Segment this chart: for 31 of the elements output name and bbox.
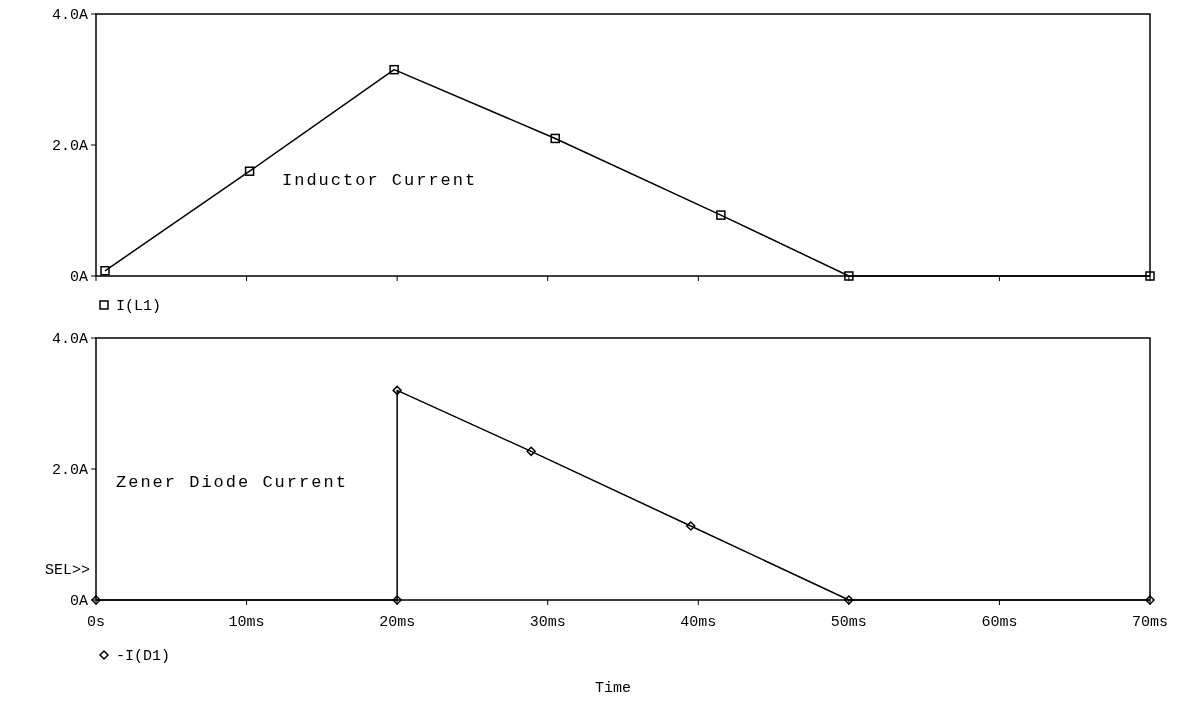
point <box>392 595 402 605</box>
x-tick-label: 20ms <box>379 614 416 631</box>
point <box>389 64 399 75</box>
y-tick-label: 2.0A <box>51 462 88 480</box>
legend-label: I(L1) <box>116 298 162 315</box>
y-tick-label: 2.0A <box>51 138 88 156</box>
y-tick-label: 4.0A <box>51 7 88 25</box>
x-tick-label: 40ms <box>680 614 717 631</box>
annotation: Inductor Current <box>282 171 478 190</box>
y-tick-label: 0A <box>69 269 88 287</box>
legend-label: -I(D1) <box>116 648 171 665</box>
x-tick-label: 60ms <box>981 614 1018 631</box>
point <box>844 271 854 281</box>
annotation: Zener Diode Current <box>116 473 348 492</box>
point <box>716 210 726 220</box>
x-tick-label: 10ms <box>228 614 265 631</box>
point <box>526 446 536 457</box>
point <box>844 595 854 605</box>
point <box>244 166 255 176</box>
point <box>100 266 110 276</box>
y-tick-label: 0A <box>69 593 88 611</box>
y-tick-label: 4.0A <box>51 331 88 349</box>
point <box>686 521 696 531</box>
x-tick-label: 70ms <box>1131 614 1169 631</box>
text: SEL>> <box>44 562 90 579</box>
x-tick-label: 50ms <box>830 614 867 631</box>
x-axis-title: Time <box>594 680 632 697</box>
x-tick-label: 0s <box>86 614 106 631</box>
point <box>550 133 560 144</box>
point <box>392 385 402 396</box>
x-tick-label: 30ms <box>529 614 566 631</box>
